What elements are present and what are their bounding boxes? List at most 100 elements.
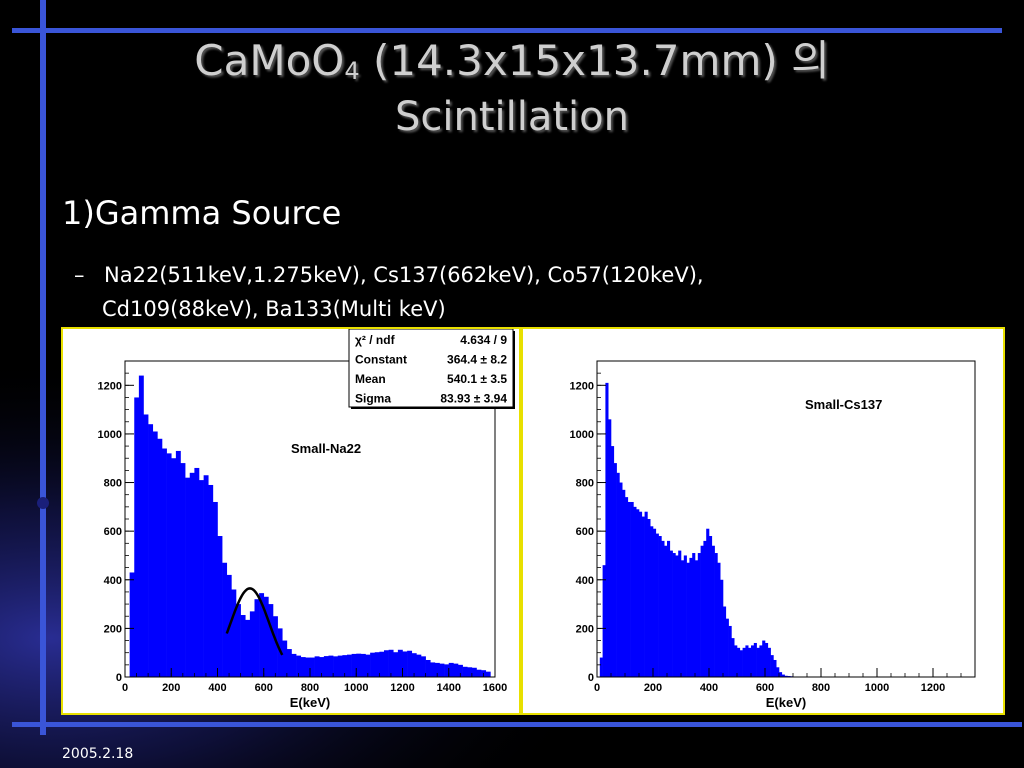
histogram-bin bbox=[619, 482, 623, 677]
stats-value: 83.93 ± 3.94 bbox=[440, 392, 507, 406]
histogram-bin bbox=[683, 555, 687, 677]
histogram-na22: 0 200 400 600 800 1000 1200 0 200 400 600 800 1000 12… bbox=[98, 329, 515, 710]
histogram-bin bbox=[245, 619, 251, 677]
accent-line-horizontal-top bbox=[12, 28, 1002, 33]
histogram-bin bbox=[268, 604, 274, 677]
histogram-bin bbox=[734, 645, 738, 677]
histogram-bin bbox=[434, 662, 440, 677]
histogram-bin bbox=[776, 667, 780, 677]
histogram-bin bbox=[222, 562, 228, 677]
histogram-bin bbox=[416, 654, 422, 677]
histogram-bin bbox=[166, 453, 172, 677]
stats-value: 364.4 ± 8.2 bbox=[447, 353, 507, 367]
y-tick-label: 1000 bbox=[570, 429, 594, 441]
histogram-bin bbox=[599, 657, 603, 677]
accent-dot bbox=[37, 497, 49, 509]
histogram-bin bbox=[157, 438, 163, 677]
stats-value: 4.634 / 9 bbox=[460, 333, 507, 347]
histogram-bin bbox=[630, 501, 634, 677]
histogram-bin bbox=[678, 550, 682, 677]
histogram-bin bbox=[605, 382, 609, 677]
histogram-bin bbox=[723, 606, 727, 677]
histogram-bin bbox=[608, 419, 612, 677]
histogram-bars bbox=[599, 382, 808, 677]
x-tick-label: 600 bbox=[756, 682, 774, 694]
histogram-bin bbox=[356, 653, 362, 677]
histogram-bin bbox=[737, 647, 741, 677]
histogram-bin bbox=[770, 655, 774, 677]
histogram-bin bbox=[686, 562, 690, 677]
histogram-bin bbox=[152, 431, 158, 677]
histogram-bin bbox=[714, 553, 718, 677]
histogram-bin bbox=[143, 414, 149, 677]
y-tick-label: 1000 bbox=[98, 429, 122, 441]
x-tick-label: 800 bbox=[301, 682, 319, 694]
histogram-bin bbox=[342, 655, 348, 677]
histogram-bin bbox=[633, 506, 637, 677]
histogram-bin bbox=[471, 667, 477, 677]
section-heading: 1)Gamma Source bbox=[62, 194, 342, 232]
histogram-bin bbox=[388, 649, 394, 677]
x-axis-label: E(keV) bbox=[766, 695, 806, 710]
histogram-bin bbox=[212, 501, 218, 677]
histogram-bin bbox=[370, 652, 376, 677]
histogram-bin bbox=[672, 553, 676, 677]
histogram-bin bbox=[739, 650, 743, 677]
histogram-bin bbox=[323, 656, 329, 677]
histogram-bin bbox=[717, 562, 721, 677]
title-line2: Scintillation bbox=[394, 94, 629, 140]
histogram-bin bbox=[148, 424, 154, 677]
fit-stats-box: χ² / ndf 4.634 / 9 Constant 364.4 ± 8.2 Mean… bbox=[348, 329, 515, 409]
x-tick-label: 1000 bbox=[344, 682, 368, 694]
histogram-bin bbox=[476, 669, 482, 677]
histogram-bin bbox=[703, 540, 707, 677]
histogram-bin bbox=[444, 664, 450, 677]
histogram-bin bbox=[129, 572, 135, 677]
histogram-bin bbox=[689, 557, 693, 677]
histogram-bin bbox=[162, 448, 167, 677]
histogram-bin bbox=[305, 657, 311, 677]
histogram-bin bbox=[138, 375, 144, 677]
histogram-bin bbox=[402, 651, 408, 677]
histogram-bin bbox=[661, 540, 665, 677]
histogram-bin bbox=[259, 593, 265, 677]
histogram-bin bbox=[700, 545, 704, 677]
y-tick-label: 1200 bbox=[570, 380, 594, 392]
x-tick-label: 1000 bbox=[865, 682, 889, 694]
accent-line-horizontal-bottom bbox=[12, 722, 1022, 727]
chart-panel-cs137: 0 200 400 600 800 1000 1200 0 200 400 600 800 1000 12… bbox=[521, 327, 1005, 715]
y-tick-label: 800 bbox=[104, 478, 122, 490]
x-tick-label: 1400 bbox=[437, 682, 461, 694]
bullet-dash: – bbox=[74, 263, 85, 287]
chart-title: Small-Cs137 bbox=[805, 397, 882, 412]
histogram-bin bbox=[249, 611, 255, 677]
histogram-bin bbox=[194, 467, 200, 677]
histogram-bin bbox=[328, 655, 334, 677]
histogram-bin bbox=[282, 640, 288, 677]
stats-box-frame bbox=[348, 329, 514, 408]
histogram-bin bbox=[644, 511, 648, 677]
histogram-bin bbox=[695, 560, 699, 677]
histogram-bin bbox=[602, 565, 606, 677]
histogram-bin bbox=[658, 536, 662, 677]
histogram-bin bbox=[134, 397, 140, 677]
histogram-bin bbox=[669, 550, 673, 677]
histogram-bin bbox=[439, 663, 445, 677]
stats-label: Sigma bbox=[355, 392, 391, 406]
y-tick-label: 800 bbox=[576, 478, 594, 490]
y-tick-label: 600 bbox=[576, 526, 594, 538]
histogram-bin bbox=[397, 649, 403, 677]
histogram-bin bbox=[751, 645, 755, 677]
histogram-bin bbox=[347, 654, 352, 677]
x-tick-label: 800 bbox=[812, 682, 830, 694]
histogram-bars bbox=[129, 375, 491, 677]
x-axis-label: E(keV) bbox=[290, 695, 330, 710]
histogram-bin bbox=[742, 647, 746, 677]
histogram-bin bbox=[411, 653, 417, 677]
bullet-line1: Na22(511keV,1.275keV), Cs137(662keV), Co… bbox=[104, 263, 704, 287]
chart-title: Small-Na22 bbox=[291, 441, 361, 456]
histogram-bin bbox=[756, 647, 760, 677]
x-tick-label: 400 bbox=[208, 682, 226, 694]
stats-label: Constant bbox=[355, 353, 407, 367]
histogram-bin bbox=[421, 656, 426, 677]
